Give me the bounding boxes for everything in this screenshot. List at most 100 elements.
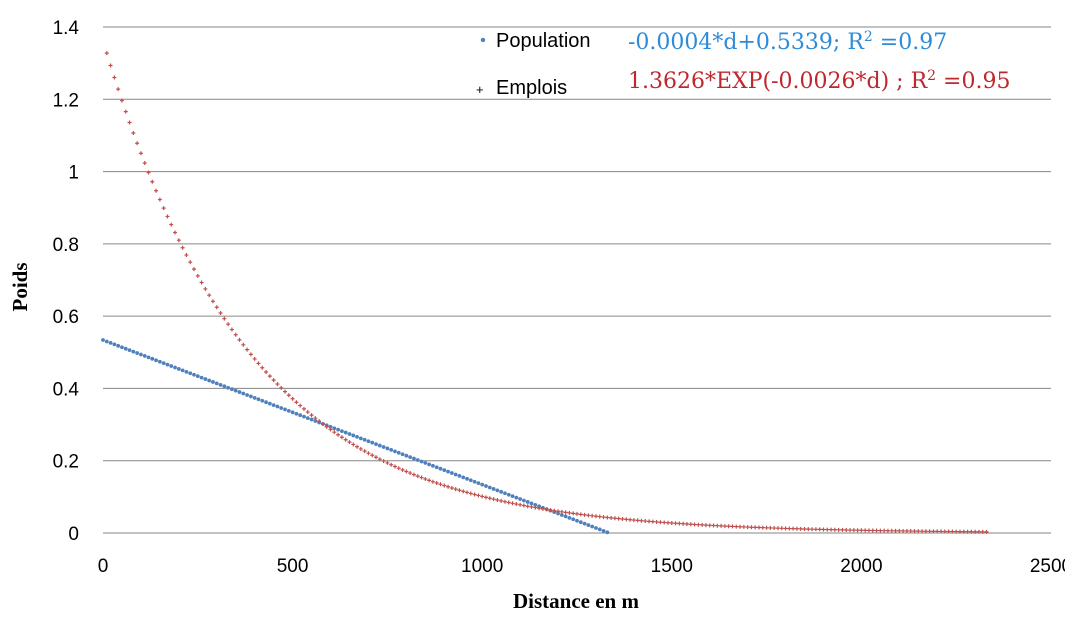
data-point (431, 463, 435, 468)
data-point (472, 479, 477, 484)
data-point (806, 527, 811, 532)
data-point (605, 530, 610, 535)
data-point (813, 527, 818, 532)
data-point (332, 430, 337, 435)
data-point (700, 522, 705, 527)
data-point (893, 528, 898, 533)
data-point (575, 518, 579, 523)
data-point (969, 529, 974, 534)
data-point (726, 524, 731, 529)
data-point (927, 529, 932, 534)
data-point (521, 503, 526, 508)
y-tick-label: 0.8 (53, 235, 79, 256)
data-point (518, 497, 523, 501)
data-point (161, 206, 166, 211)
data-point (157, 359, 162, 364)
data-point (870, 528, 875, 533)
data-point (757, 525, 762, 530)
data-point (120, 345, 124, 350)
data-point (351, 442, 356, 447)
data-point (791, 526, 796, 531)
data-point (719, 523, 724, 528)
grid-lines (103, 26, 1051, 462)
data-point (370, 440, 375, 445)
data-point (267, 401, 272, 406)
data-point (430, 479, 435, 484)
data-point (597, 514, 602, 519)
data-point (339, 429, 344, 434)
data-point (112, 75, 117, 80)
data-point (123, 346, 128, 351)
data-point (510, 494, 515, 499)
data-point (639, 518, 644, 523)
data-point (510, 501, 515, 506)
data-point (108, 63, 113, 68)
data-point (559, 513, 564, 517)
data-point (586, 513, 591, 518)
data-point (578, 520, 583, 525)
data-point (594, 526, 598, 530)
data-point (643, 519, 648, 524)
data-point (472, 492, 477, 497)
data-point (245, 347, 250, 352)
data-point (480, 494, 485, 499)
data-point (339, 435, 344, 440)
y-tick-label: 0.6 (53, 307, 79, 328)
data-point (248, 352, 253, 357)
data-point (294, 411, 299, 416)
data-point (127, 348, 132, 353)
data-point (590, 513, 595, 518)
data-point (370, 453, 375, 458)
data-point (662, 520, 667, 525)
data-point (419, 459, 424, 464)
data-point (275, 382, 280, 387)
data-point (499, 498, 504, 503)
y-axis-ticks: 0 0.2 0.4 0.6 0.8 1 1.2 1.4 (53, 18, 80, 545)
data-point (567, 515, 572, 520)
data-point (491, 487, 496, 491)
data-point (226, 322, 231, 327)
data-point (715, 523, 720, 528)
data-point (286, 408, 291, 413)
data-point (601, 515, 606, 520)
y-axis-title: Poids (8, 262, 32, 311)
data-point (491, 497, 496, 502)
data-point (567, 510, 572, 515)
data-point (556, 509, 561, 514)
data-point (309, 417, 314, 422)
data-point (419, 475, 424, 480)
data-point (609, 515, 614, 520)
data-point (874, 528, 879, 533)
data-point (666, 520, 671, 525)
data-point (514, 502, 519, 507)
data-point (195, 273, 200, 278)
data-point (476, 481, 481, 486)
data-point (821, 527, 826, 532)
data-point (692, 522, 697, 527)
data-point (180, 245, 185, 250)
data-point (343, 437, 348, 442)
data-point (146, 170, 151, 175)
data-point (677, 521, 682, 526)
data-points (101, 51, 989, 535)
data-point (385, 446, 390, 451)
data-point (859, 528, 864, 533)
data-point (863, 528, 868, 533)
data-point (829, 527, 834, 532)
data-point (301, 406, 306, 411)
data-point (438, 482, 443, 487)
data-point (556, 511, 560, 516)
data-point (173, 365, 177, 370)
data-point (654, 519, 659, 524)
data-point (707, 523, 712, 528)
data-point (495, 498, 500, 503)
data-point (381, 445, 386, 449)
data-point (612, 516, 617, 521)
data-point (673, 521, 678, 526)
data-point (142, 161, 147, 166)
data-point (499, 489, 504, 494)
data-point (798, 526, 803, 531)
data-point (229, 327, 234, 332)
data-point (309, 413, 314, 418)
data-point (362, 437, 367, 442)
